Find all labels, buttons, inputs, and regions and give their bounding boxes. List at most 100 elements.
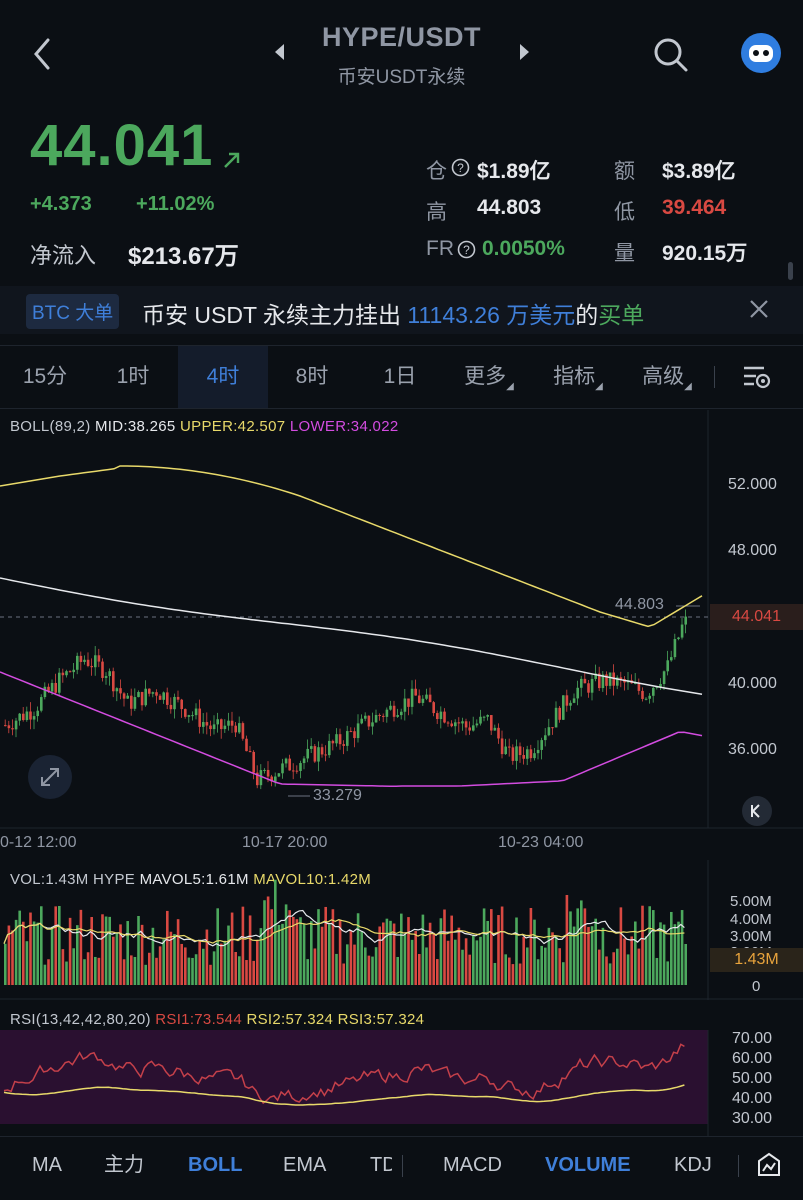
candle-body <box>580 678 583 688</box>
y-tick-36: 36.000 <box>728 741 777 758</box>
candle-body <box>313 746 317 762</box>
funding-rate-value: 0.0050% <box>482 237 565 260</box>
whale-banner[interactable]: BTC 大单 币安 USDT 永续主力挂出 11143.26 万美元的买单 <box>0 286 803 334</box>
candlestick-chart[interactable] <box>0 410 803 860</box>
info-icon[interactable]: ? <box>451 158 470 182</box>
indicator-td[interactable]: TD <box>370 1154 392 1176</box>
volume-bar <box>76 925 79 985</box>
candle-body <box>317 747 320 762</box>
pair-title[interactable]: HYPE/USDT <box>321 22 482 52</box>
candle-body <box>392 705 396 717</box>
volume-bar <box>72 948 75 985</box>
tab-more[interactable]: 更多◢ <box>444 346 534 408</box>
vol-tick-0: 0 <box>752 978 761 995</box>
banner-prefix: 币安 USDT 永续主力挂出 <box>142 302 408 328</box>
volume-bar <box>151 927 155 985</box>
vol-label: VOL:1.43M HYPE <box>10 871 136 888</box>
search-button[interactable] <box>652 36 690 79</box>
candle-body <box>407 698 410 707</box>
y-tick-40: 40.000 <box>728 675 777 692</box>
candle-body <box>439 711 443 720</box>
next-pair-button[interactable] <box>518 42 532 67</box>
volume-bar <box>281 923 284 985</box>
candle-body <box>472 725 475 731</box>
back-button[interactable] <box>28 36 58 72</box>
info-icon[interactable]: ? <box>457 240 476 264</box>
volume-bar <box>65 961 68 985</box>
rsi3-value: RSI3:57.324 <box>337 1011 425 1028</box>
indicator-bar: MA 主力 BOLL EMA TD MACD VOLUME KDJ <box>0 1136 803 1200</box>
candle-body <box>234 725 237 733</box>
candle-body <box>302 758 306 764</box>
prev-pair-button[interactable] <box>272 42 286 67</box>
y-tick-48: 48.000 <box>728 542 777 559</box>
candle-body <box>22 713 25 721</box>
volume-bar <box>662 924 666 985</box>
candle-body <box>284 758 288 764</box>
volume-bar <box>140 924 144 985</box>
fullscreen-button[interactable] <box>28 755 72 799</box>
volume-bar <box>353 944 356 985</box>
volume-bar <box>367 955 371 985</box>
candle-body <box>338 734 342 745</box>
candle-body <box>320 747 324 755</box>
candle-body <box>212 724 216 730</box>
candle-body <box>396 715 399 717</box>
volume-bar <box>436 959 439 985</box>
volume-bar <box>580 900 583 985</box>
candle-body <box>324 754 327 756</box>
candle-body <box>299 763 302 771</box>
candle-body <box>270 776 273 782</box>
indicator-macd[interactable]: MACD <box>443 1154 502 1176</box>
avatar[interactable] <box>740 32 782 79</box>
volume-bar <box>583 908 587 985</box>
scroll-to-latest-button[interactable] <box>742 796 772 826</box>
indicator-volume[interactable]: VOLUME <box>545 1154 631 1176</box>
volume-bar <box>14 919 18 985</box>
rsi2-value: RSI2:57.324 <box>246 1011 334 1028</box>
candle-body <box>587 683 590 693</box>
candle-body <box>144 688 147 706</box>
tab-8h[interactable]: 8时 <box>295 365 329 388</box>
mavol10-line <box>3 919 685 944</box>
indicator-edit-button[interactable] <box>756 1151 782 1184</box>
indicator-boll[interactable]: BOLL <box>188 1154 243 1176</box>
indicator-ma[interactable]: MA <box>32 1154 62 1176</box>
candle-body <box>245 738 248 752</box>
tab-15m[interactable]: 15分 <box>22 365 68 388</box>
candle-body <box>475 723 479 726</box>
tab-indicators[interactable]: 指标◢ <box>533 346 623 408</box>
tab-1h[interactable]: 1时 <box>116 365 150 388</box>
volume-bar <box>270 909 273 985</box>
tab-advanced[interactable]: 高级◢ <box>622 346 712 408</box>
candle-body <box>256 772 259 786</box>
volume-bar <box>475 940 479 985</box>
candle-body <box>18 713 21 721</box>
tab-1d[interactable]: 1日 <box>383 365 417 388</box>
chart-settings-button[interactable] <box>742 364 772 395</box>
skip-to-end-icon <box>751 804 760 818</box>
close-banner-button[interactable] <box>748 298 770 325</box>
indicator-ema[interactable]: EMA <box>283 1154 327 1176</box>
boll-mid: MID:38.265 <box>95 418 176 435</box>
candle-body <box>328 740 331 756</box>
candle-body <box>97 655 101 662</box>
rsi-label: RSI(13,42,42,80,20) <box>10 1011 151 1028</box>
volume-bar <box>385 918 389 985</box>
candle-body <box>151 692 155 694</box>
volume-bar <box>396 956 399 985</box>
rsi1-value: RSI1:73.544 <box>155 1011 242 1028</box>
candle-body <box>367 715 371 727</box>
volume-bar <box>241 906 245 985</box>
candle-body <box>583 678 587 684</box>
volume-bar <box>205 929 209 985</box>
candle-body <box>238 723 241 733</box>
volume-bar <box>432 932 435 985</box>
volume-bar <box>684 944 687 985</box>
candle-body <box>76 655 79 670</box>
candle-body <box>562 695 565 720</box>
candle-body <box>590 678 594 693</box>
indicator-kdj[interactable]: KDJ <box>674 1154 712 1176</box>
tab-4h[interactable]: 4时 <box>178 346 268 408</box>
indicator-main-force[interactable]: 主力 <box>104 1154 144 1176</box>
